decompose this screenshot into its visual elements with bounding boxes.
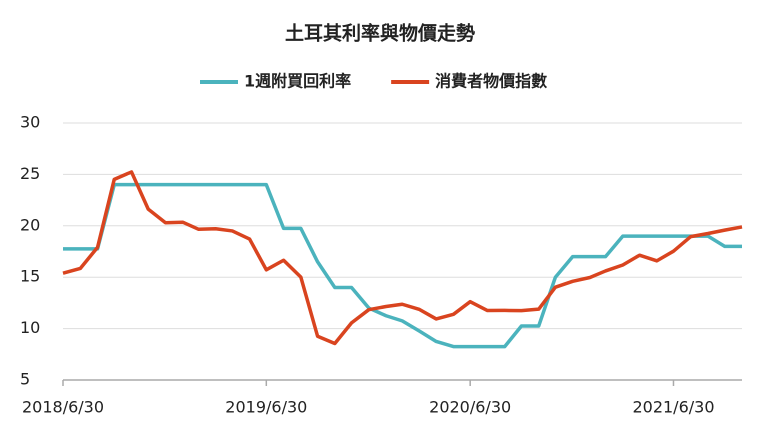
y-tick-label: 25 [20, 164, 40, 183]
legend-label: 消費者物價指數 [435, 72, 547, 91]
chart-title: 土耳其利率與物價走勢 [285, 22, 475, 45]
y-tick-label: 20 [20, 215, 40, 234]
x-tick-label: 2021/6/30 [632, 398, 714, 417]
x-tick-label: 2018/6/30 [22, 398, 104, 417]
y-tick-label: 5 [20, 370, 30, 389]
x-tick-label: 2019/6/30 [225, 398, 307, 417]
x-tick-label: 2020/6/30 [429, 398, 511, 417]
series-line [63, 182, 742, 349]
series-line [62, 170, 743, 346]
y-tick-label: 10 [20, 318, 40, 337]
legend-label: 1週附買回利率 [244, 72, 351, 91]
y-tick-label: 15 [20, 267, 40, 286]
y-tick-label: 30 [20, 113, 40, 132]
